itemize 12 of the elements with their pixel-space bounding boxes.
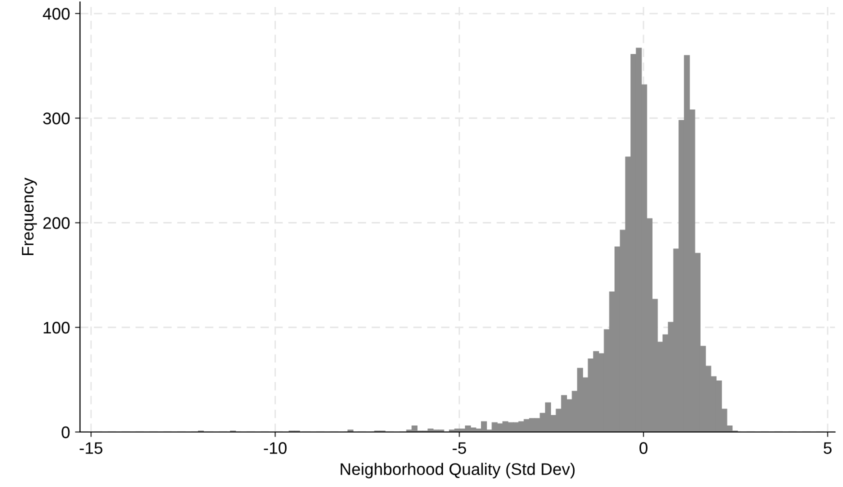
y-tick-label: 400 — [42, 8, 70, 20]
y-tick-label: 0 — [62, 426, 70, 438]
x-axis-title: Neighborhood Quality (Std Dev) — [340, 462, 575, 478]
x-tick-label: 0 — [640, 442, 648, 454]
y-tick-label: 200 — [43, 217, 70, 229]
x-tick-label: -15 — [80, 442, 102, 454]
y-tick-label: 100 — [44, 322, 70, 334]
y-axis-title: Frequency — [22, 178, 37, 255]
x-tick-label: 5 — [824, 442, 832, 454]
x-tick-label: -5 — [452, 442, 466, 454]
y-tick-label: 300 — [43, 112, 70, 124]
x-tick-label: -10 — [264, 442, 287, 454]
